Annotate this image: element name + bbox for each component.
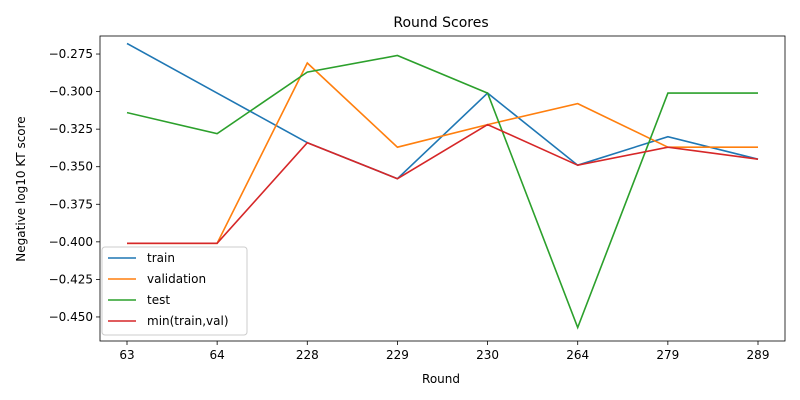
y-tick-label: −0.375 bbox=[49, 197, 93, 211]
y-tick-label: −0.450 bbox=[49, 310, 93, 324]
y-tick-label: −0.400 bbox=[49, 235, 93, 249]
legend-items: train validation test min(train,val) bbox=[108, 251, 229, 328]
y-axis-title: Negative log10 KT score bbox=[14, 116, 28, 261]
x-tick-label: 289 bbox=[747, 348, 770, 362]
series-line-validation bbox=[127, 61, 758, 245]
legend-label-train: train bbox=[147, 251, 175, 265]
x-tick-label: 63 bbox=[119, 348, 134, 362]
chart-title: Round Scores bbox=[393, 15, 488, 31]
y-tick-label: −0.325 bbox=[49, 122, 93, 136]
x-tick-label: 229 bbox=[386, 348, 409, 362]
series-layer bbox=[126, 42, 759, 330]
y-tick-label: −0.425 bbox=[49, 272, 93, 286]
y-tick-label: −0.350 bbox=[49, 160, 93, 174]
plot-frame bbox=[99, 35, 786, 342]
legend-box bbox=[101, 246, 248, 336]
y-tick-label: −0.300 bbox=[49, 85, 93, 99]
legend-label-min-train-val: min(train,val) bbox=[147, 314, 229, 328]
x-tick-label: 228 bbox=[296, 348, 319, 362]
x-axis-title: Round bbox=[422, 372, 460, 386]
legend-label-test: test bbox=[147, 293, 170, 307]
x-tick-label: 230 bbox=[476, 348, 499, 362]
x-tick-label: 64 bbox=[210, 348, 225, 362]
x-tick-label: 264 bbox=[566, 348, 589, 362]
x-tick-label: 279 bbox=[656, 348, 679, 362]
series-line-min-train-val bbox=[127, 123, 759, 245]
legend-label-validation: validation bbox=[147, 272, 206, 286]
legend: train validation test min(train,val) bbox=[101, 246, 248, 336]
series-line-test bbox=[126, 54, 758, 330]
x-axis: 63 64 228 229 230 264 279 289 bbox=[119, 341, 769, 362]
y-tick-label: −0.275 bbox=[49, 47, 93, 61]
y-axis: −0.275 −0.300 −0.325 −0.350 −0.375 −0.400 −0.4… bbox=[49, 47, 100, 324]
